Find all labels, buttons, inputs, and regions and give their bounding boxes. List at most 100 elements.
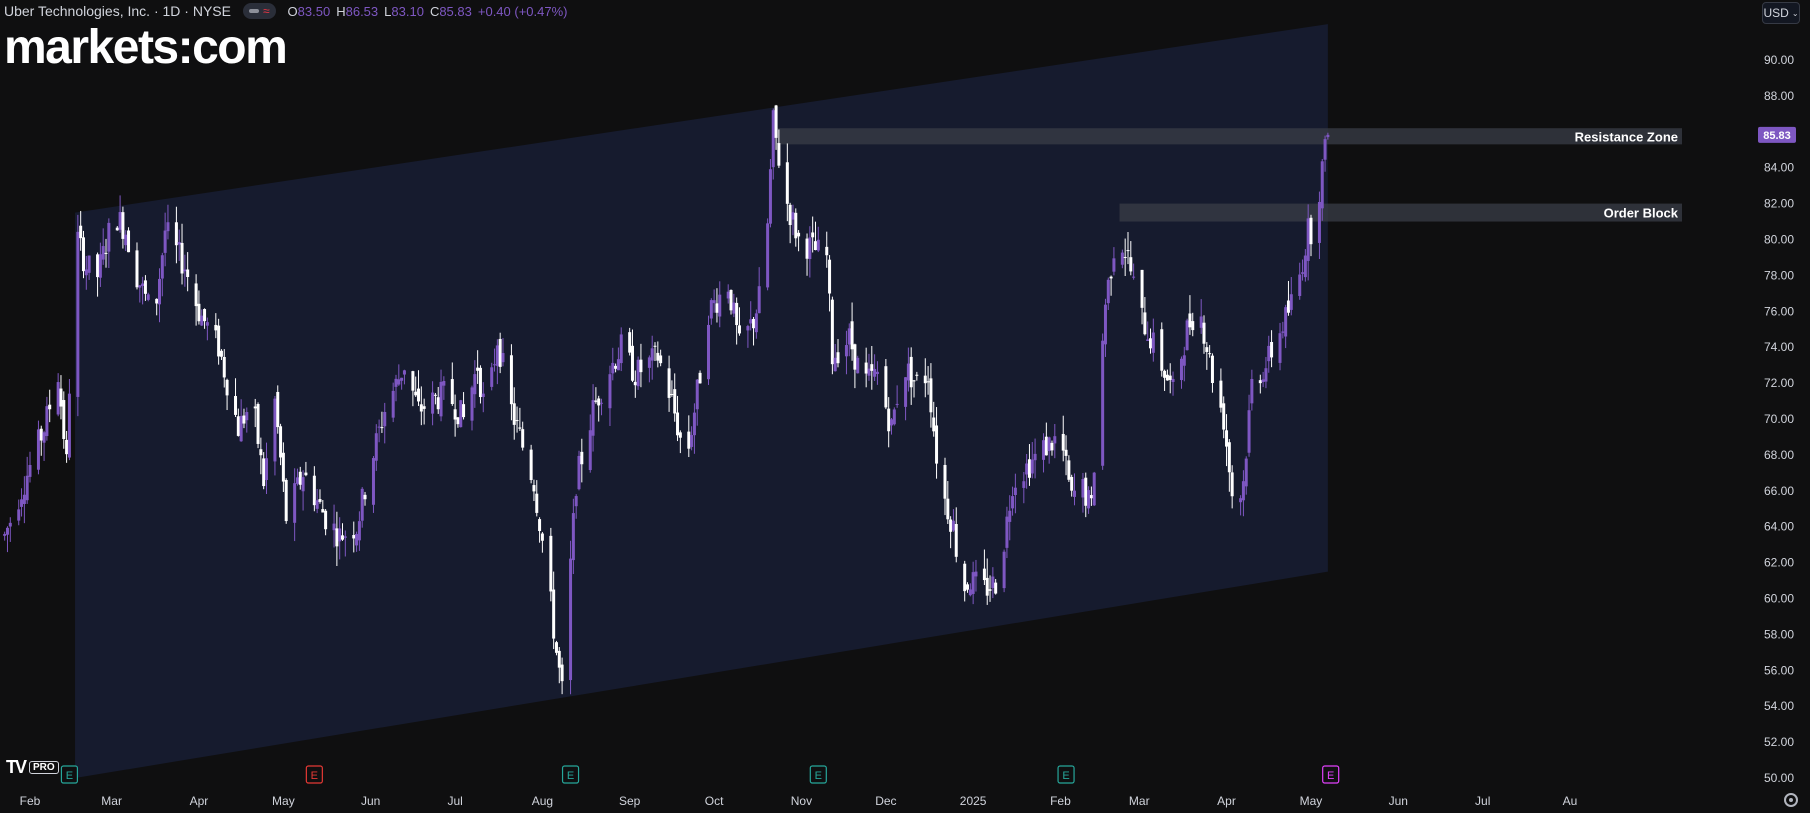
candle-body [363, 494, 367, 500]
candle-body [600, 402, 604, 404]
candle-body [478, 367, 482, 398]
legend-toggle[interactable]: ≈ [242, 3, 276, 19]
candle-body [36, 429, 40, 470]
candle-body [847, 328, 851, 345]
candle-body [419, 404, 423, 412]
candle-body [850, 321, 854, 350]
candle-body [676, 412, 680, 436]
earnings-marker [60, 765, 79, 784]
candle-body [729, 289, 733, 311]
candle-body [39, 428, 43, 441]
candle-body [867, 368, 871, 376]
candle-body [828, 259, 832, 294]
candle-body [1143, 312, 1147, 335]
y-tick-label: 62.00 [1764, 556, 1794, 570]
y-tick-label: 70.00 [1764, 412, 1794, 426]
candle-body [794, 212, 798, 239]
candle-body [456, 417, 460, 425]
candle-body [653, 345, 657, 347]
candle-body [1140, 269, 1144, 308]
candle-body [1072, 490, 1076, 497]
candle-body [608, 374, 612, 409]
candle-body [1185, 320, 1189, 351]
symbol-title[interactable]: Uber Technologies, Inc. · 1D · NYSE [4, 3, 231, 19]
candle-body [971, 572, 975, 594]
currency-selector[interactable]: USD ⌄ [1762, 2, 1800, 24]
currency-label: USD [1763, 6, 1789, 20]
x-tick-label: Aug [532, 794, 553, 808]
candle-body [355, 534, 359, 546]
visibility-icon [248, 9, 259, 13]
candle-body [124, 234, 128, 246]
candle-body [549, 535, 553, 592]
candle-body [1005, 516, 1009, 548]
candle-body [1050, 442, 1054, 451]
candle-body [203, 309, 207, 322]
y-tick-label: 52.00 [1764, 735, 1794, 749]
candle-body [580, 451, 584, 465]
candle-body [166, 222, 170, 232]
candle-body [1247, 410, 1251, 453]
candle-body [402, 370, 406, 375]
candle-body [439, 381, 443, 417]
candle-body [833, 357, 837, 372]
candle-body [1179, 358, 1183, 381]
candle-body [1230, 472, 1234, 497]
candle-body [830, 299, 834, 365]
candle-body [400, 377, 404, 381]
candle-body [673, 389, 677, 414]
candle-body [262, 458, 266, 487]
candle-body [79, 225, 83, 239]
candle-body [1106, 279, 1110, 304]
candle-body [1092, 472, 1096, 506]
candle-body [1011, 496, 1015, 509]
candle-body [459, 400, 463, 428]
candle-body [397, 379, 401, 385]
candle-body [276, 391, 280, 428]
candle-body [884, 366, 888, 408]
candle-body [754, 313, 758, 333]
candle-body [341, 535, 345, 540]
candle-body [597, 398, 601, 406]
candle-body [509, 355, 513, 405]
candle-body [298, 471, 302, 485]
candle-body [245, 412, 249, 421]
candle-body [1241, 481, 1245, 501]
candle-body [98, 254, 102, 278]
candle-body [239, 416, 243, 442]
candle-body [1013, 487, 1017, 495]
settings-icon[interactable] [1784, 793, 1798, 807]
candle-body [495, 345, 499, 366]
y-tick-label: 80.00 [1764, 233, 1794, 247]
candle-body [219, 350, 223, 357]
candle-body [234, 396, 238, 415]
y-tick-label: 74.00 [1764, 340, 1794, 354]
y-tick-label: 60.00 [1764, 592, 1794, 606]
candle-body [797, 232, 801, 237]
candle-body [929, 378, 933, 413]
candle-body [442, 380, 446, 386]
candle-body [490, 367, 494, 387]
candle-body [628, 332, 632, 353]
candle-body [101, 246, 105, 260]
candle-body [771, 110, 775, 168]
candle-body [735, 302, 739, 326]
x-tick-label: Apr [190, 794, 209, 808]
candle-body [65, 439, 69, 455]
candle-body [476, 367, 480, 371]
order-block-band [1119, 203, 1682, 222]
candle-body [1309, 217, 1313, 245]
candle-body [481, 393, 485, 397]
candle-body [371, 458, 375, 505]
candle-body [1306, 218, 1310, 261]
earnings-marker-label: E [567, 770, 574, 782]
x-tick-label: May [272, 794, 295, 808]
candle-body [816, 239, 820, 251]
earnings-marker [1322, 765, 1340, 784]
candle-body [932, 417, 936, 432]
candle-body [174, 222, 178, 246]
candle-body [1008, 510, 1012, 522]
candle-body [118, 212, 122, 230]
candle-body [42, 432, 46, 443]
